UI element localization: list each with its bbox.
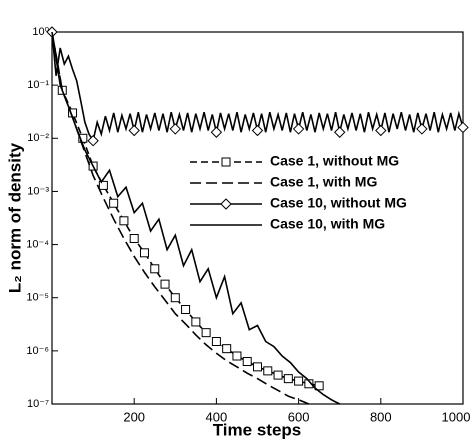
marker — [160, 279, 170, 289]
y-tick-label: 10⁻² — [27, 132, 49, 144]
marker — [201, 328, 211, 338]
marker — [170, 293, 180, 303]
marker — [232, 351, 242, 361]
marker — [416, 123, 428, 135]
marker — [150, 264, 160, 274]
marker — [273, 370, 283, 380]
marker — [375, 124, 387, 137]
x-tick-label: 200 — [123, 409, 145, 424]
marker — [263, 366, 273, 376]
x-tick-label: 1000 — [442, 409, 471, 424]
marker — [78, 133, 88, 143]
legend-marker — [221, 157, 231, 167]
y-tick-label: 10⁻⁴ — [26, 238, 49, 250]
y-tick-label: 10⁰ — [32, 26, 49, 38]
marker — [191, 317, 201, 327]
marker — [457, 121, 469, 134]
y-tick-label: 10⁻⁵ — [26, 292, 49, 304]
legend-label: Case 1, with MG — [270, 174, 377, 190]
marker — [211, 336, 221, 346]
marker — [242, 357, 252, 367]
marker — [210, 126, 223, 138]
x-tick-label: 400 — [206, 409, 228, 424]
series-line — [51, 31, 310, 405]
legend-label: Case 10, with MG — [270, 216, 385, 232]
marker — [253, 362, 262, 372]
series-line — [51, 31, 341, 405]
marker — [169, 123, 182, 135]
x-tick-label: 800 — [370, 409, 392, 424]
marker — [139, 248, 149, 258]
marker — [98, 180, 108, 190]
y-tick-label: 10⁻³ — [27, 185, 49, 197]
x-tick-label: 600 — [288, 409, 310, 424]
x-axis-label: Time steps — [213, 420, 302, 439]
y-axis-label: L₂ norm of density — [5, 142, 24, 293]
marker — [109, 198, 119, 208]
marker — [128, 124, 140, 137]
marker — [222, 344, 232, 354]
marker — [333, 126, 346, 138]
y-tick-label: 10⁻⁶ — [26, 345, 49, 357]
marker — [119, 216, 129, 226]
legend-marker — [220, 198, 232, 210]
plot-frame — [51, 31, 464, 405]
marker — [181, 305, 191, 315]
marker — [129, 234, 139, 244]
legend-label: Case 10, without MG — [270, 195, 407, 211]
marker — [87, 135, 99, 147]
marker — [251, 124, 264, 137]
series-line — [51, 31, 464, 143]
y-tick-label: 10⁻⁷ — [27, 398, 49, 410]
legend-label: Case 1, without MG — [270, 153, 399, 169]
marker — [283, 374, 293, 384]
marker — [314, 381, 324, 391]
y-tick-label: 10⁻¹ — [27, 79, 49, 91]
marker — [294, 376, 304, 386]
marker — [292, 123, 305, 135]
